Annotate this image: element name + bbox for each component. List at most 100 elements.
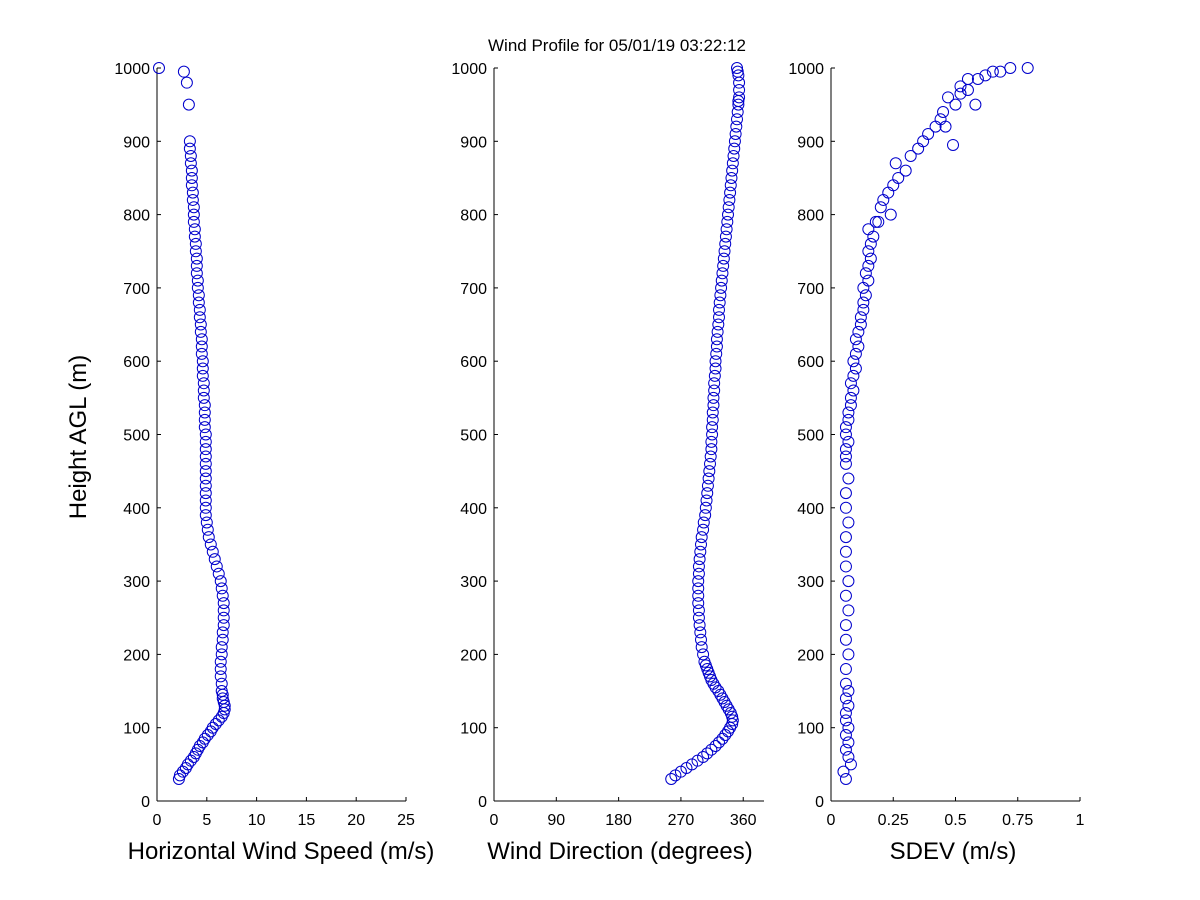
direction-data-point	[692, 604, 705, 617]
speed-data-point	[188, 230, 201, 243]
sdev-data-point	[917, 135, 930, 148]
direction-data-point	[722, 208, 734, 221]
sdev-data-point	[971, 72, 984, 85]
speed-y-tick-label: 400	[123, 501, 150, 518]
sdev-data-point	[864, 237, 877, 250]
speed-data-point	[214, 670, 227, 683]
sdev-data-point	[839, 677, 852, 690]
speed-data-point	[195, 333, 208, 346]
direction-x-tick-label: 180	[605, 812, 632, 829]
direction-data-point	[714, 289, 727, 302]
direction-data-point	[733, 83, 746, 96]
sdev-data-point	[849, 347, 862, 360]
speed-data-point	[217, 604, 230, 617]
direction-data-point	[713, 311, 725, 324]
sdev-data-point	[884, 208, 897, 221]
sdev-data-point	[839, 714, 852, 727]
sdev-data-point	[874, 201, 887, 214]
sdev-data-point	[847, 384, 860, 397]
speed-data-point	[198, 399, 211, 412]
direction-y-tick-label: 600	[460, 354, 487, 371]
direction-y-tick-label: 100	[460, 721, 487, 738]
speed-data-point	[191, 281, 204, 294]
sdev-data-point	[839, 773, 852, 786]
speed-data-point	[195, 340, 208, 353]
speed-data-point	[199, 501, 212, 514]
speed-data-point	[199, 472, 212, 485]
speed-data-point	[190, 267, 203, 280]
direction-data-point	[707, 391, 720, 404]
direction-x-tick-label: 270	[668, 812, 695, 829]
sdev-data-point	[837, 765, 850, 778]
speed-data-point	[215, 648, 228, 661]
speed-data-point	[214, 663, 227, 676]
sdev-data-point	[889, 157, 902, 170]
sdev-data-point	[839, 487, 852, 500]
direction-data-point	[726, 164, 739, 177]
speed-data-point	[201, 729, 214, 742]
speed-data-point	[206, 545, 219, 558]
speed-data-point	[191, 274, 204, 287]
sdev-x-tick-label: 0.75	[1002, 812, 1033, 829]
speed-data-point	[199, 428, 212, 441]
direction-data-point	[695, 538, 707, 551]
direction-data-point	[692, 611, 705, 624]
speed-data-point	[185, 171, 198, 184]
direction-data-point	[708, 377, 721, 390]
sdev-data-point	[862, 245, 875, 258]
speed-data-point	[199, 435, 212, 448]
direction-data-point	[726, 714, 739, 727]
sdev-data-point	[929, 120, 942, 133]
direction-data-point	[729, 127, 742, 140]
sdev-data-point	[842, 413, 855, 426]
direction-data-point	[727, 149, 740, 162]
speed-data-point	[198, 732, 211, 745]
speed-data-point	[190, 252, 203, 265]
sdev-data-point	[854, 311, 867, 324]
speed-x-tick-label: 15	[298, 812, 316, 829]
speed-data-point	[215, 677, 228, 690]
speed-y-tick-label: 800	[123, 208, 150, 225]
direction-data-point	[692, 597, 705, 610]
direction-y-tick-label: 800	[460, 208, 487, 225]
direction-data-point	[722, 201, 735, 214]
sdev-data-point	[994, 65, 1007, 78]
direction-data-point	[697, 516, 710, 529]
sdev-data-point	[839, 560, 852, 573]
direction-data-point	[725, 171, 738, 184]
direction-data-point	[713, 303, 725, 316]
direction-y-tick-label: 400	[460, 501, 487, 518]
direction-data-point	[706, 428, 719, 441]
speed-data-point	[206, 721, 219, 734]
sdev-data-point	[852, 325, 865, 338]
direction-data-point	[698, 655, 711, 668]
sdev-x-tick-label: 0	[827, 812, 836, 829]
speed-data-point	[196, 355, 209, 368]
direction-data-point	[723, 193, 736, 206]
speed-data-point	[184, 754, 197, 767]
sdev-data-point	[904, 149, 917, 162]
speed-data-point	[177, 65, 190, 78]
sdev-x-tick-label: 0.25	[878, 812, 909, 829]
speed-data-point	[198, 421, 211, 434]
speed-data-point	[193, 311, 206, 324]
speed-data-point	[216, 633, 229, 646]
speed-data-point	[200, 516, 213, 529]
sdev-data-point	[844, 377, 857, 390]
direction-data-point	[708, 369, 721, 382]
sdev-y-tick-label: 1000	[788, 61, 824, 78]
sdev-data-point	[844, 399, 857, 412]
speed-data-point	[216, 692, 229, 705]
sdev-data-point	[947, 138, 960, 151]
sdev-y-tick-label: 100	[797, 721, 824, 738]
sdev-data-point	[842, 406, 855, 419]
speed-data-point	[197, 391, 210, 404]
sdev-x-axis-label: SDEV (m/s)	[890, 838, 1017, 865]
sdev-data-point	[839, 531, 852, 544]
speed-data-point	[187, 201, 200, 214]
speed-data-point	[198, 413, 211, 426]
sdev-data-point	[954, 80, 967, 93]
speed-data-point	[183, 135, 196, 148]
speed-data-point	[214, 575, 227, 588]
sdev-data-point	[844, 391, 857, 404]
